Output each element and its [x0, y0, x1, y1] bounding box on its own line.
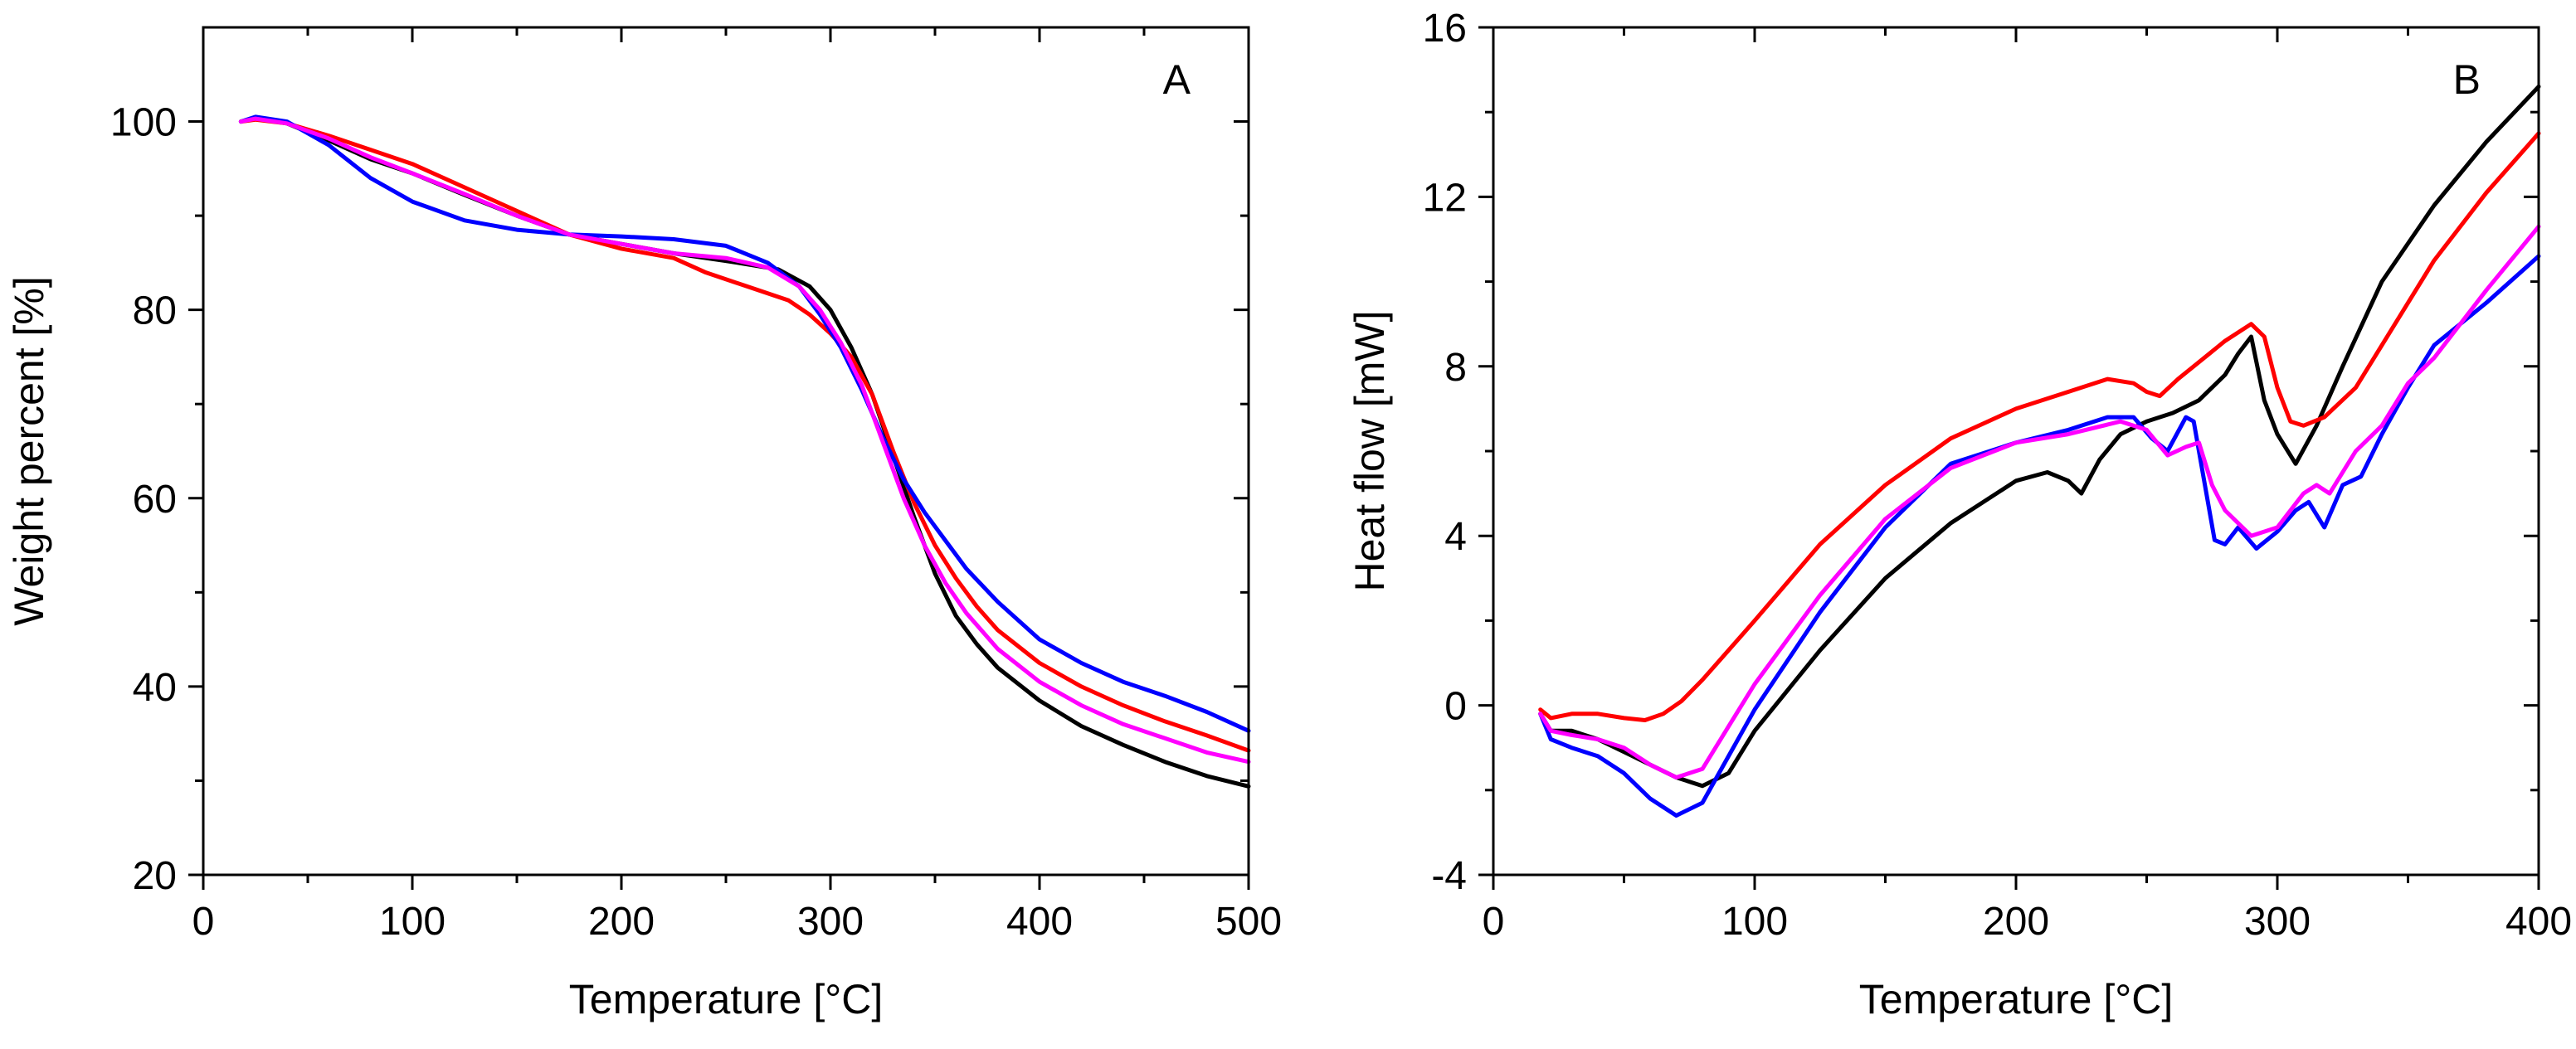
panel-a-x-tick-label: 0 — [192, 900, 215, 944]
panel-a-x-axis-title: Temperature [°C] — [569, 976, 883, 1022]
panel-b-x-tick-label: 400 — [2505, 900, 2572, 944]
panel-b-x-tick-label: 100 — [1721, 900, 1788, 944]
panel-a-y-tick-label: 100 — [110, 101, 177, 145]
panel-a-y-tick-label: 80 — [133, 289, 177, 333]
panel-a-x-tick-label: 500 — [1215, 900, 1282, 944]
panel-b-y-tick-label: 8 — [1444, 346, 1467, 390]
panel-b-y-tick-label: 4 — [1444, 515, 1467, 559]
panel-a-series-line-3 — [238, 114, 1251, 733]
panel-a-series-line-2 — [238, 117, 1251, 753]
panel-b-series-line-3 — [1538, 254, 2541, 818]
panel-b-label: B — [2453, 56, 2481, 103]
panel-a-x-tick-label: 400 — [1006, 900, 1073, 944]
panel-a-x-tick-label: 300 — [797, 900, 864, 944]
panel-a-y-tick-label: 60 — [133, 478, 177, 522]
panel-b-x-tick-label: 300 — [2244, 900, 2311, 944]
panel-b-series-line-2 — [1538, 131, 2541, 722]
panel-a-y-axis-title: Weight percent [%] — [6, 276, 52, 626]
panel-a-series-line-1 — [238, 115, 1251, 789]
panel-a-y-tick-label: 40 — [133, 666, 177, 710]
panel-b-x-tick-label: 200 — [1983, 900, 2049, 944]
panel-a-label: A — [1163, 56, 1191, 103]
panel-b-plot-frame — [1492, 26, 2540, 877]
panel-b-y-tick-label: -4 — [1431, 854, 1467, 898]
panel-a-x-tick-label: 200 — [588, 900, 655, 944]
panel-b-y-axis-title: Heat flow [mW] — [1346, 311, 1393, 592]
panel-a-series-line-4 — [238, 116, 1251, 765]
panel-a-y-tick-label: 20 — [133, 854, 177, 898]
panel-b-x-tick-label: 0 — [1483, 900, 1505, 944]
panel-b-series-line-4 — [1538, 224, 2541, 779]
panel-b-x-axis-title: Temperature [°C] — [1859, 976, 2173, 1022]
panel-b-y-tick-label: 12 — [1423, 176, 1467, 220]
panel-a-x-tick-label: 100 — [379, 900, 446, 944]
panel-b-y-tick-label: 16 — [1423, 7, 1467, 51]
panel-b-y-tick-label: 0 — [1444, 685, 1467, 729]
